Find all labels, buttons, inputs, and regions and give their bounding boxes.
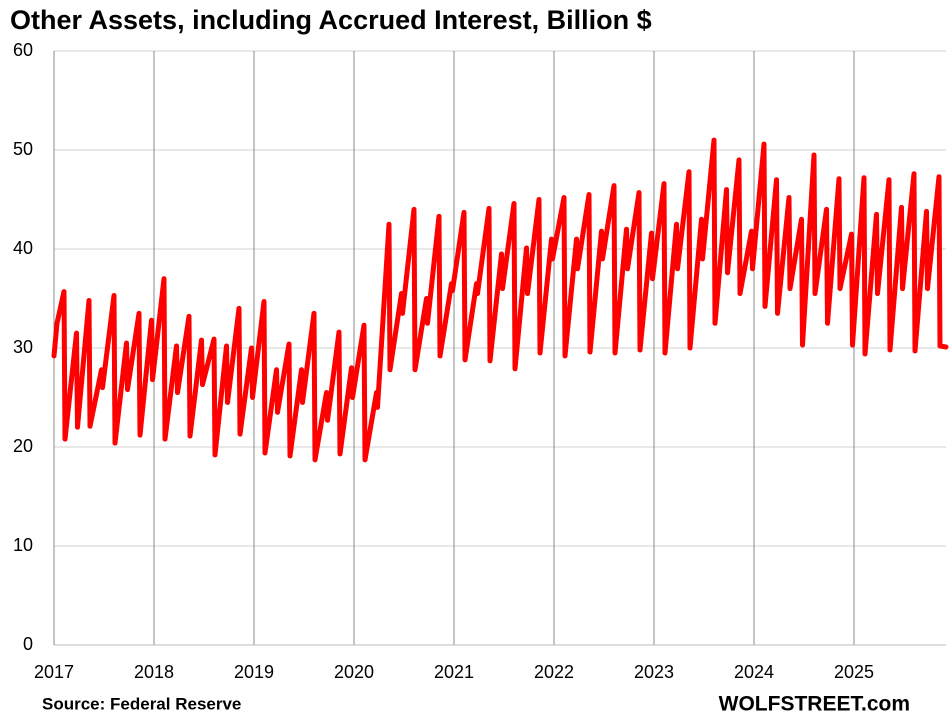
y-tick-label: 50 [13, 139, 33, 159]
source: Source: Federal Reserve [42, 694, 241, 713]
brand: WOLFSTREET.com [719, 693, 910, 716]
x-tick-label: 2022 [534, 662, 574, 682]
x-tick-label: 2025 [834, 662, 874, 682]
y-tick-label: 10 [13, 535, 33, 555]
y-tick-label: 20 [13, 436, 33, 456]
y-tick-label: 40 [13, 238, 33, 258]
y-tick-label: 30 [13, 337, 33, 357]
x-tick-label: 2024 [734, 662, 774, 682]
y-tick-label: 0 [23, 634, 33, 654]
chart-title: Other Assets, including Accrued Interest… [10, 5, 652, 35]
x-tick-label: 2023 [634, 662, 674, 682]
grid [53, 50, 946, 646]
x-tick-label: 2017 [34, 662, 74, 682]
data-line [51, 137, 949, 463]
plot [51, 137, 949, 463]
x-tick-label: 2020 [334, 662, 374, 682]
x-tick-label: 2021 [434, 662, 474, 682]
x-tick-label: 2018 [134, 662, 174, 682]
y-tick-label: 60 [13, 40, 33, 60]
x-tick-label: 2019 [234, 662, 274, 682]
